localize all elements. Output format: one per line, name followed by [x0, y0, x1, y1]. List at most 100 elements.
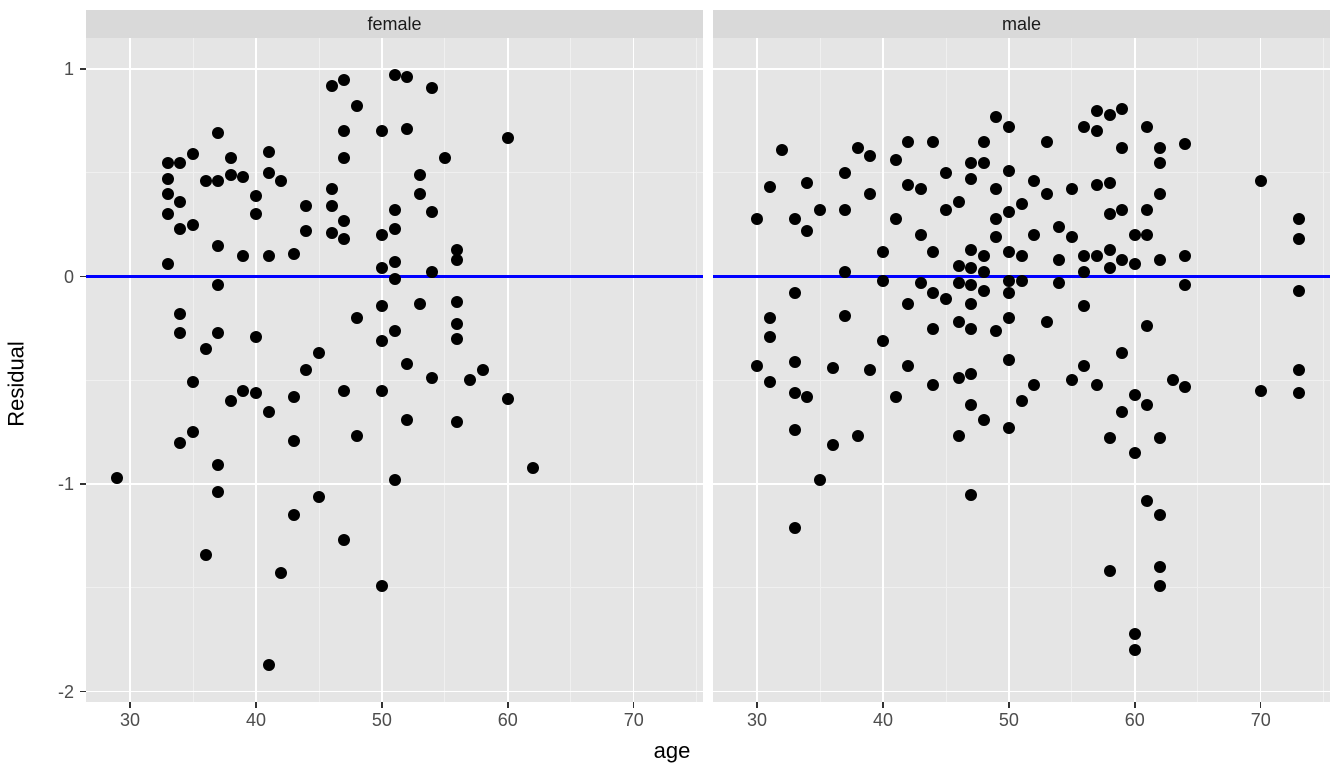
data-point: [1053, 254, 1065, 266]
grid-minor-h: [86, 587, 703, 588]
data-point: [1041, 188, 1053, 200]
data-point: [1066, 183, 1078, 195]
y-tick-mark: [80, 691, 86, 693]
data-point: [877, 275, 889, 287]
data-point: [451, 333, 463, 345]
data-point: [174, 157, 186, 169]
data-point: [1129, 258, 1141, 270]
data-point: [401, 123, 413, 135]
x-tick-mark: [882, 702, 884, 708]
data-point: [527, 462, 539, 474]
data-point: [389, 273, 401, 285]
data-point: [111, 472, 123, 484]
data-point: [326, 200, 338, 212]
data-point: [174, 308, 186, 320]
data-point: [187, 219, 199, 231]
data-point: [200, 175, 212, 187]
data-point: [940, 293, 952, 305]
grid-minor-h: [86, 172, 703, 173]
grid-minor-h: [713, 172, 1330, 173]
data-point: [1154, 157, 1166, 169]
data-point: [389, 69, 401, 81]
data-point: [789, 522, 801, 534]
data-point: [187, 376, 199, 388]
data-point: [990, 213, 1002, 225]
y-axis-title: Residual: [4, 341, 30, 427]
data-point: [288, 509, 300, 521]
data-point: [376, 125, 388, 137]
data-point: [776, 144, 788, 156]
data-point: [376, 580, 388, 592]
data-point: [1104, 432, 1116, 444]
data-point: [990, 231, 1002, 243]
data-point: [789, 287, 801, 299]
data-point: [250, 208, 262, 220]
data-point: [1078, 360, 1090, 372]
data-point: [351, 100, 363, 112]
data-point: [174, 437, 186, 449]
x-tick-label: 70: [1251, 710, 1271, 731]
data-point: [1167, 374, 1179, 386]
grid-major-h: [713, 691, 1330, 693]
data-point: [801, 225, 813, 237]
grid-major-h: [713, 68, 1330, 70]
data-point: [1116, 347, 1128, 359]
x-tick-label: 60: [498, 710, 518, 731]
data-point: [902, 136, 914, 148]
data-point: [338, 534, 350, 546]
data-point: [338, 125, 350, 137]
data-point: [1091, 125, 1103, 137]
data-point: [212, 486, 224, 498]
data-point: [1104, 262, 1116, 274]
data-point: [162, 258, 174, 270]
data-point: [200, 343, 212, 355]
data-point: [965, 323, 977, 335]
data-point: [1028, 379, 1040, 391]
data-point: [877, 335, 889, 347]
grid-minor-v: [1197, 38, 1198, 702]
data-point: [965, 173, 977, 185]
data-point: [237, 250, 249, 262]
data-point: [1041, 136, 1053, 148]
data-point: [978, 136, 990, 148]
data-point: [953, 316, 965, 328]
data-point: [502, 132, 514, 144]
data-point: [451, 416, 463, 428]
data-point: [978, 250, 990, 262]
data-point: [927, 246, 939, 258]
data-point: [789, 424, 801, 436]
data-point: [1179, 279, 1191, 291]
data-point: [864, 364, 876, 376]
data-point: [250, 190, 262, 202]
data-point: [1028, 175, 1040, 187]
grid-minor-h: [713, 380, 1330, 381]
data-point: [1293, 285, 1305, 297]
data-point: [877, 246, 889, 258]
data-point: [414, 298, 426, 310]
data-point: [451, 254, 463, 266]
data-point: [300, 200, 312, 212]
data-point: [376, 300, 388, 312]
data-point: [864, 188, 876, 200]
data-point: [1091, 179, 1103, 191]
grid-minor-v: [696, 38, 697, 702]
data-point: [426, 82, 438, 94]
data-point: [389, 256, 401, 268]
data-point: [275, 567, 287, 579]
data-point: [439, 152, 451, 164]
data-point: [313, 491, 325, 503]
data-point: [225, 152, 237, 164]
grid-minor-v: [570, 38, 571, 702]
data-point: [225, 169, 237, 181]
data-point: [250, 331, 262, 343]
y-tick-label: -2: [58, 682, 74, 703]
data-point: [953, 196, 965, 208]
x-tick-label: 60: [1125, 710, 1145, 731]
data-point: [401, 71, 413, 83]
data-point: [1129, 389, 1141, 401]
data-point: [162, 173, 174, 185]
data-point: [212, 279, 224, 291]
data-point: [890, 154, 902, 166]
x-tick-mark: [507, 702, 509, 708]
data-point: [1154, 561, 1166, 573]
